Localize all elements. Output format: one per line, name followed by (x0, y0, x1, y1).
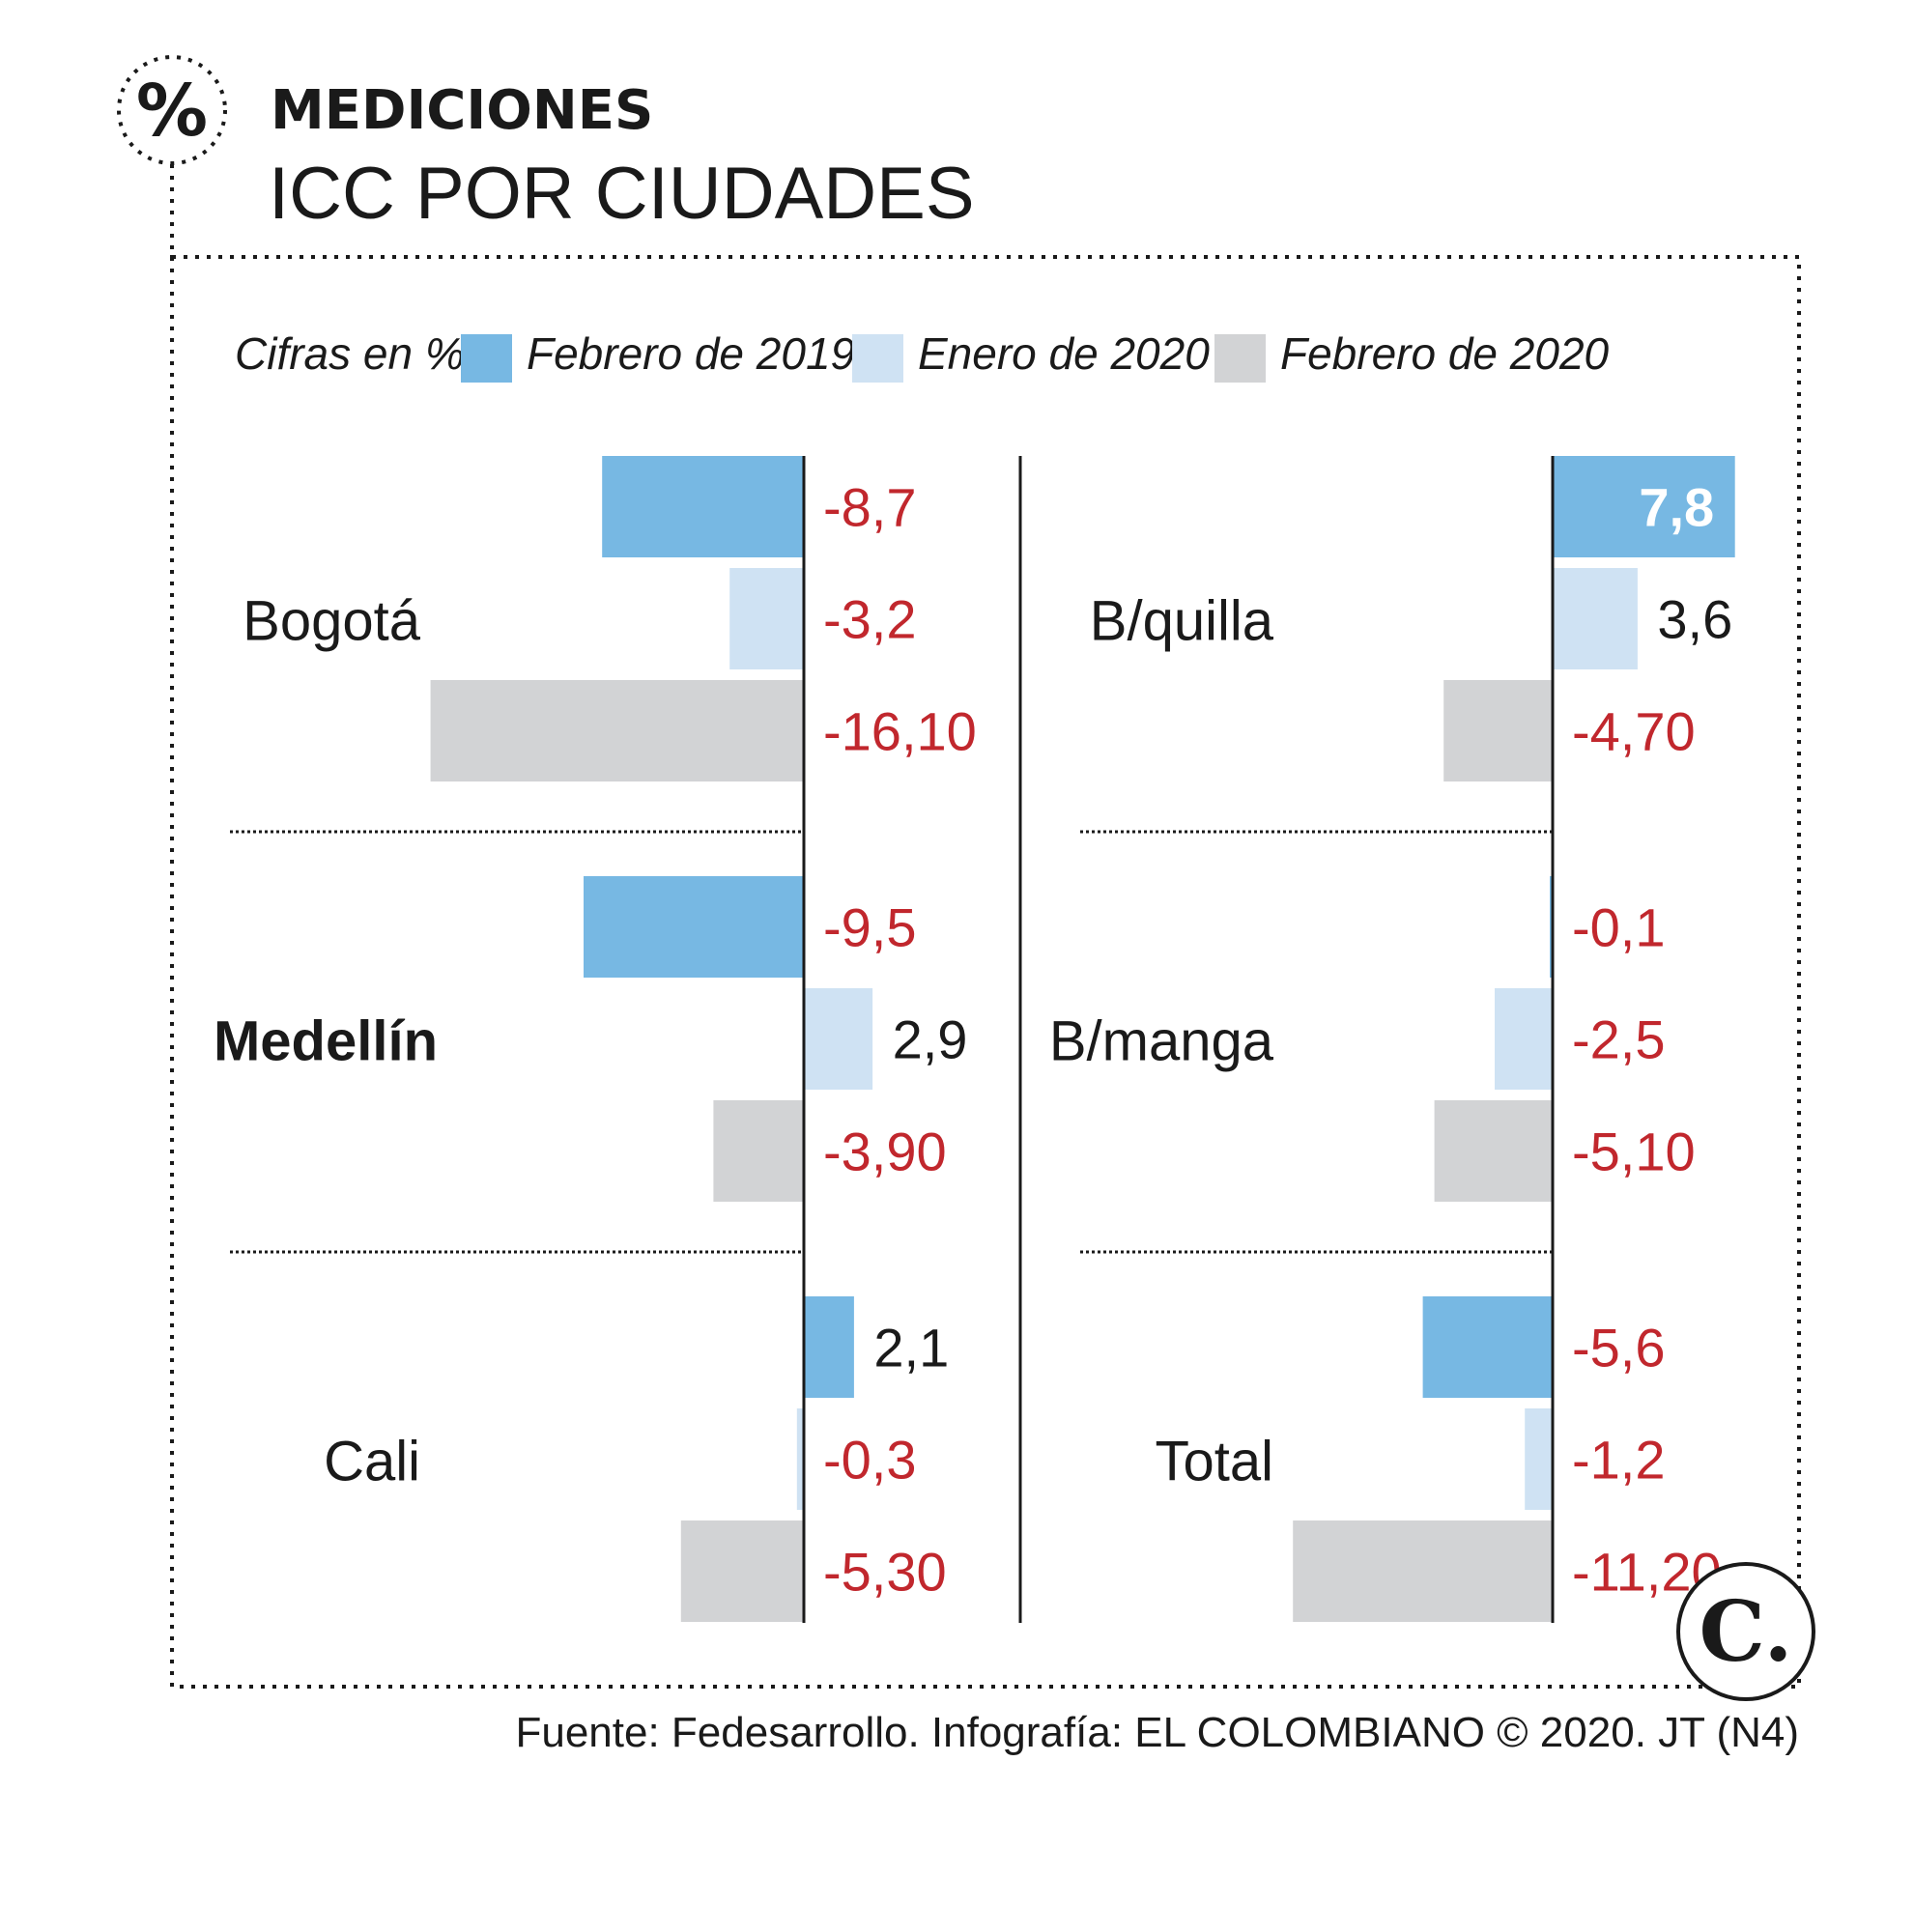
legend: Cifras en % Febrero de 2019 Enero de 202… (235, 328, 1610, 383)
bar-total-0 (1422, 1296, 1553, 1398)
value-label-bogot--2: -16,10 (823, 701, 977, 762)
chart-frame (170, 255, 1801, 1689)
bars-layer (430, 456, 1735, 1622)
bar-total-2 (1293, 1520, 1553, 1622)
legend-label-feb-2019: Febrero de 2019 (527, 328, 855, 379)
value-label-b-manga-2: -5,10 (1572, 1122, 1696, 1182)
bar-b-quilla-2 (1443, 680, 1553, 781)
city-label-b-quilla: B/quilla (1090, 590, 1274, 653)
value-label-medell-n-0: -9,5 (823, 897, 917, 958)
city-label-b-manga: B/manga (1049, 1010, 1274, 1073)
value-label-b-quilla-1: 3,6 (1657, 589, 1732, 650)
legend-swatch-feb-2019 (461, 334, 512, 383)
source-note: Fuente: Fedesarrollo. Infografía: EL COL… (515, 1709, 1799, 1756)
legend-label-ene-2020: Enero de 2020 (918, 328, 1210, 379)
bar-medell-n-1 (805, 988, 873, 1090)
bar-medell-n-2 (713, 1100, 804, 1202)
city-label-medell-n: Medellín (214, 1010, 438, 1073)
bar-bogot--0 (602, 456, 804, 557)
bar-cali-2 (680, 1520, 804, 1622)
percent-icon: % (117, 55, 227, 165)
bar-b-quilla-0 (1554, 456, 1735, 557)
value-label-b-manga-1: -2,5 (1572, 1009, 1666, 1070)
kicker: MEDICIONES (271, 79, 653, 142)
bar-medell-n-0 (584, 876, 804, 978)
page-title: ICC POR CIUDADES (269, 153, 975, 235)
svg-text:%: % (136, 70, 208, 153)
legend-swatch-ene-2020 (852, 334, 903, 383)
el-colombiano-logo: C. (1676, 1562, 1815, 1701)
legend-label-feb-2020: Febrero de 2020 (1280, 328, 1610, 379)
bar-bogot--2 (430, 680, 804, 781)
bar-cali-1 (796, 1408, 804, 1510)
city-label-bogot-: Bogotá (243, 590, 421, 653)
value-label-bogot--0: -8,7 (823, 477, 917, 538)
value-label-b-manga-0: -0,1 (1572, 897, 1666, 958)
legend-swatch-feb-2020 (1214, 334, 1266, 383)
value-label-bogot--1: -3,2 (823, 589, 917, 650)
bar-cali-0 (805, 1296, 854, 1398)
city-label-cali: Cali (324, 1431, 420, 1493)
value-label-total-1: -1,2 (1572, 1430, 1666, 1491)
value-label-medell-n-1: 2,9 (893, 1009, 968, 1070)
value-label-b-quilla-2: -4,70 (1572, 701, 1696, 762)
value-label-b-quilla-0: 7,8 (1639, 477, 1714, 538)
bar-b-manga-1 (1495, 988, 1553, 1090)
value-label-total-0: -5,6 (1572, 1318, 1666, 1378)
bar-bogot--1 (729, 568, 804, 669)
bar-b-quilla-1 (1554, 568, 1638, 669)
bar-total-1 (1525, 1408, 1553, 1510)
value-label-cali-2: -5,30 (823, 1542, 947, 1603)
value-label-cali-0: 2,1 (873, 1318, 949, 1378)
legend-unit-label: Cifras en % (235, 328, 465, 379)
bar-b-manga-2 (1434, 1100, 1553, 1202)
city-label-total: Total (1155, 1431, 1273, 1493)
text-layer: -8,7 -3,2 -16,10 Bogotá -9,5 2,9 -3,90 Medellín… (214, 477, 1732, 1603)
value-label-medell-n-2: -3,90 (823, 1122, 947, 1182)
logo-text: C. (1700, 1583, 1793, 1681)
value-label-cali-1: -0,3 (823, 1430, 917, 1491)
